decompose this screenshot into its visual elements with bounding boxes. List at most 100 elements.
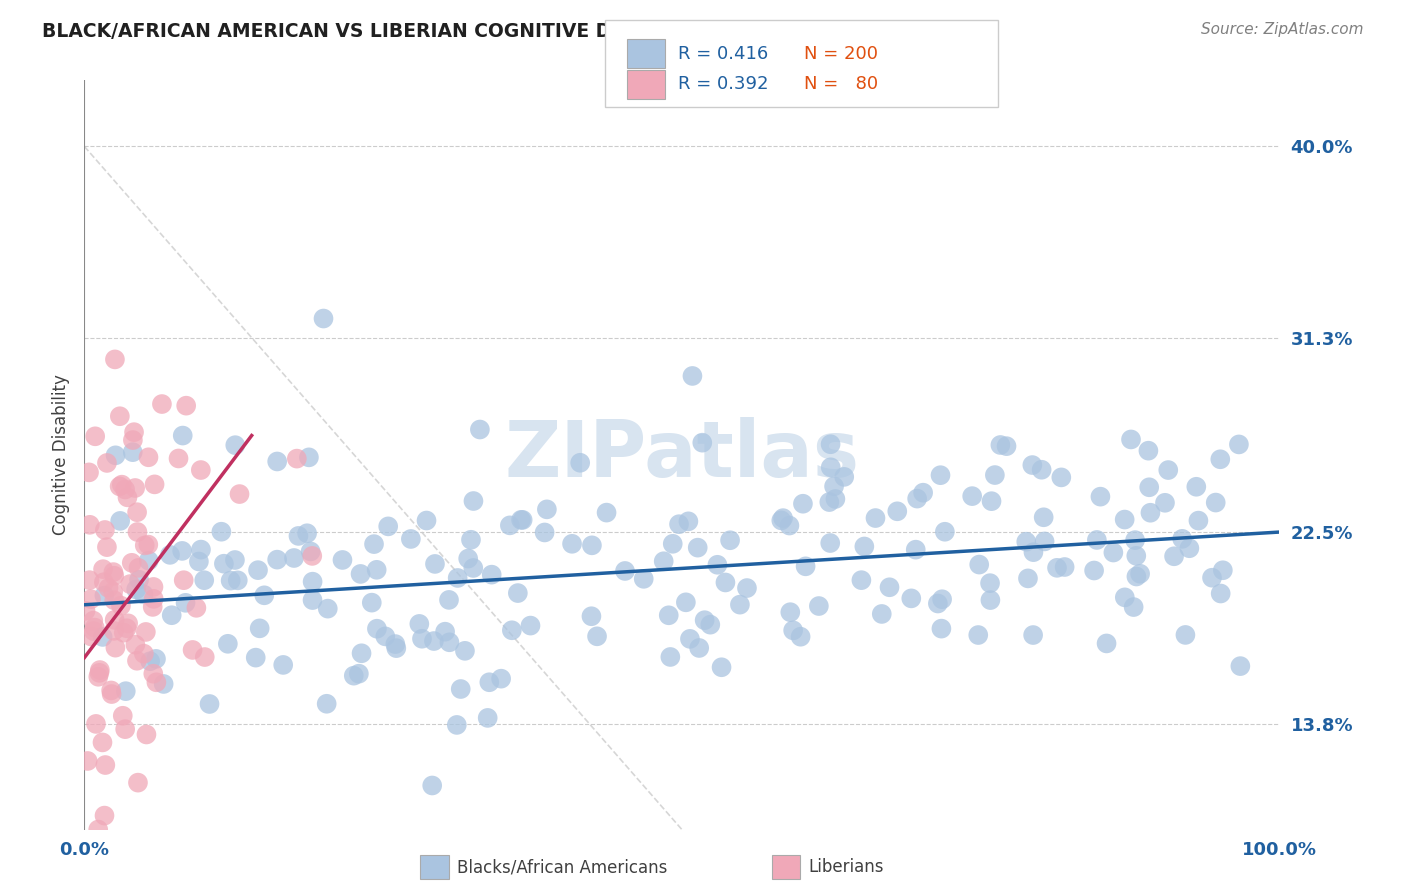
Point [1119,433,1142,447]
Point [245,650,267,665]
Point [108,479,131,493]
Point [1090,490,1112,504]
Point [91,562,114,576]
Point [224,553,246,567]
Point [1083,564,1105,578]
Point [1085,533,1108,547]
Point [219,574,242,588]
Point [77,466,100,480]
Point [679,632,702,646]
Point [823,479,845,493]
Point [142,580,165,594]
Point [1125,549,1147,563]
Point [343,668,366,682]
Point [135,727,157,741]
Point [299,544,322,558]
Point [142,591,165,606]
Point [1229,659,1251,673]
Point [820,437,842,451]
Text: N =   80: N = 80 [804,76,879,94]
Text: Liberians: Liberians [808,858,884,876]
Point [1123,533,1146,548]
Point [84,429,107,443]
Point [658,608,681,623]
Point [693,613,716,627]
Point [132,647,155,661]
Point [1209,452,1232,467]
Point [83,624,105,639]
Point [167,451,190,466]
Point [172,428,194,442]
Point [136,538,159,552]
Point [477,711,499,725]
Point [460,533,482,547]
Point [295,526,318,541]
Point [301,574,323,589]
Point [789,630,811,644]
Point [125,582,148,597]
Point [1095,636,1118,650]
Point [101,584,124,599]
Point [186,600,208,615]
Point [1201,571,1223,585]
Point [1209,586,1232,600]
Point [1137,480,1160,494]
Point [377,519,399,533]
Point [97,581,120,595]
Point [1187,514,1209,528]
Point [690,435,713,450]
Point [111,708,134,723]
Point [115,621,138,635]
Point [139,654,162,668]
Point [253,588,276,602]
Point [125,654,148,668]
Point [772,511,794,525]
Point [661,537,683,551]
Point [851,573,873,587]
Point [1021,458,1043,472]
Point [266,552,288,566]
Point [152,677,174,691]
Point [1163,549,1185,564]
Point [117,491,139,505]
Point [198,697,221,711]
Point [931,592,953,607]
Point [929,468,952,483]
Point [117,616,139,631]
Point [1022,545,1045,559]
Point [96,540,118,554]
Point [865,511,887,525]
Point [301,549,323,563]
Point [181,643,204,657]
Point [478,675,501,690]
Point [100,687,122,701]
Point [94,758,117,772]
Point [75,604,97,618]
Point [312,311,335,326]
Point [91,735,114,749]
Point [316,601,339,615]
Point [287,529,309,543]
Point [1114,512,1136,526]
Point [190,542,212,557]
Point [366,622,388,636]
Point [127,775,149,789]
Point [1178,541,1201,556]
Point [173,573,195,587]
Point [76,754,98,768]
Point [108,409,131,424]
Point [904,542,927,557]
Point [681,368,703,383]
Point [1129,566,1152,581]
Point [138,553,160,567]
Point [794,559,817,574]
Point [934,524,956,539]
Point [145,675,167,690]
Point [1154,496,1177,510]
Point [463,494,485,508]
Point [960,489,983,503]
Point [499,518,522,533]
Point [174,596,197,610]
Point [778,518,800,533]
Point [735,581,758,595]
